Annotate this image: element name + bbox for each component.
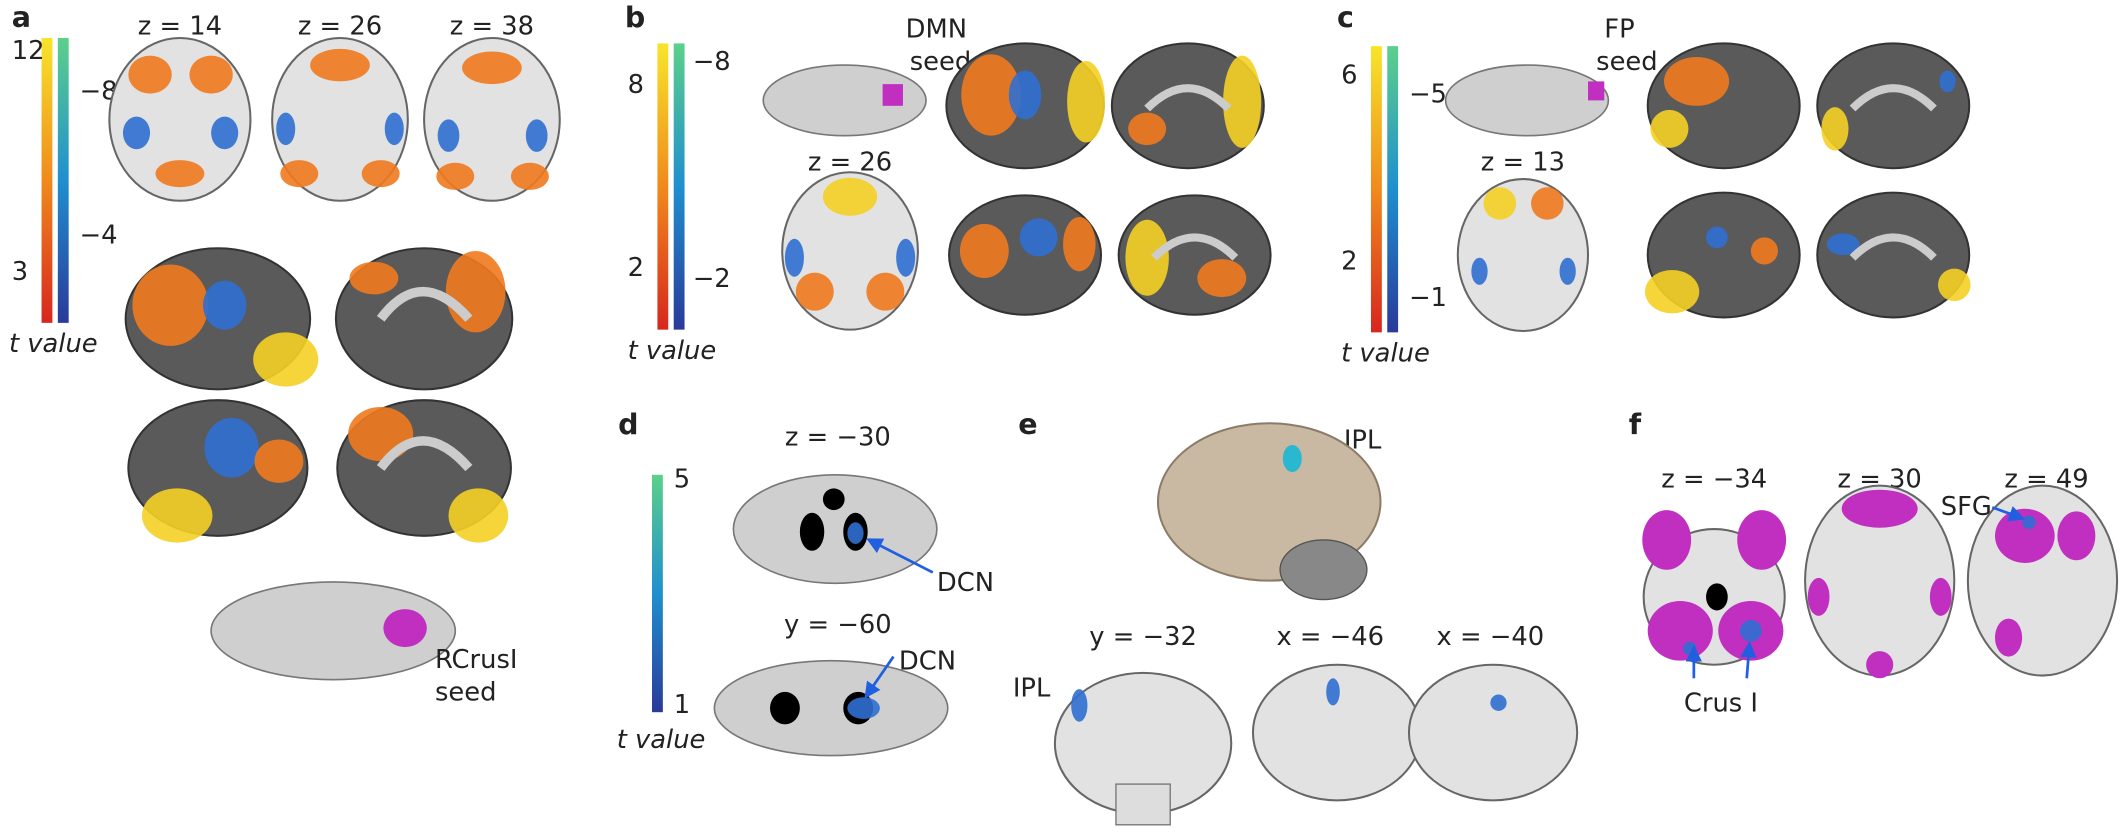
panel-a: a 12 3 −8 −4 t value z = 14 z = 26 z = 3… bbox=[9, 1, 561, 708]
scale-title: t value bbox=[9, 329, 98, 359]
seed-label: DMN bbox=[906, 14, 967, 44]
panel-b: b 8 2 −8 −2 t value DMN seed z = 26 bbox=[625, 1, 1272, 366]
slice-label: x = −40 bbox=[1437, 622, 1545, 652]
panel-e: e IPL IPL y = −32 x = −46 x = −40 bbox=[1013, 408, 1579, 826]
slice-label: z = −34 bbox=[1661, 465, 1767, 495]
brain-images bbox=[1642, 484, 2119, 679]
brain-images bbox=[762, 42, 1272, 331]
panel-c: c 6 2 −5 −1 t value FP seed z = 13 bbox=[1337, 1, 1971, 369]
tick-label: 2 bbox=[628, 253, 644, 283]
annotation: DCN bbox=[937, 568, 994, 598]
tick-label: −5 bbox=[1409, 79, 1447, 109]
panel-d: d 5 1 t value z = −30 y = −60 DCN DCN bbox=[617, 408, 994, 757]
annotation: SFG bbox=[1941, 492, 1992, 522]
colorbar bbox=[1370, 46, 1382, 333]
scale-title: t value bbox=[1341, 339, 1430, 369]
tick-label: −8 bbox=[693, 47, 731, 77]
panel-label: b bbox=[625, 1, 645, 34]
panel-label: d bbox=[618, 408, 638, 441]
slice-label: z = 26 bbox=[298, 12, 382, 42]
scale-title: t value bbox=[628, 336, 717, 366]
brain-images bbox=[1053, 422, 1579, 826]
tick-label: 6 bbox=[1341, 60, 1357, 90]
slice-label: y = −60 bbox=[784, 610, 892, 640]
panel-label: f bbox=[1629, 408, 1642, 441]
brain-images bbox=[108, 36, 561, 681]
slice-label: z = 13 bbox=[1481, 147, 1565, 177]
tick-label: 3 bbox=[12, 257, 28, 287]
panel-label: e bbox=[1018, 408, 1037, 441]
tick-label: 1 bbox=[674, 690, 690, 720]
brain-images bbox=[1444, 42, 1971, 333]
scale-title: t value bbox=[617, 725, 706, 755]
tick-label: 12 bbox=[12, 36, 45, 66]
tick-label: 5 bbox=[674, 465, 690, 495]
colorbar bbox=[651, 474, 663, 713]
annotation: DCN bbox=[899, 647, 956, 677]
seed-label: RCrusI bbox=[435, 645, 518, 675]
colorbar bbox=[673, 43, 685, 330]
panel-label: a bbox=[12, 1, 31, 34]
colorbar bbox=[41, 37, 53, 323]
tick-label: −2 bbox=[693, 264, 731, 294]
panel-f: f z = −34 z = 30 z = 49 SFG Crus I bbox=[1629, 408, 2119, 719]
seed-label: FP bbox=[1604, 14, 1634, 44]
colorbar bbox=[57, 37, 69, 323]
tick-label: −1 bbox=[1409, 283, 1447, 313]
annotation: Crus I bbox=[1684, 689, 1758, 719]
slice-label: z = 14 bbox=[138, 12, 222, 42]
slice-label: z = 38 bbox=[450, 12, 534, 42]
panel-label: c bbox=[1337, 1, 1354, 34]
slice-label: z = −30 bbox=[785, 423, 891, 453]
brain-images bbox=[713, 473, 949, 757]
annotation: IPL bbox=[1013, 674, 1051, 704]
slice-label: x = −46 bbox=[1276, 622, 1384, 652]
colorbar bbox=[657, 43, 669, 330]
tick-label: 8 bbox=[628, 70, 644, 100]
seed-label: seed bbox=[435, 678, 496, 708]
slice-label: y = −32 bbox=[1089, 622, 1197, 652]
tick-label: −4 bbox=[80, 221, 118, 251]
seed-label: seed bbox=[1596, 47, 1657, 77]
colorbar bbox=[1387, 46, 1399, 333]
tick-label: 2 bbox=[1341, 246, 1357, 276]
